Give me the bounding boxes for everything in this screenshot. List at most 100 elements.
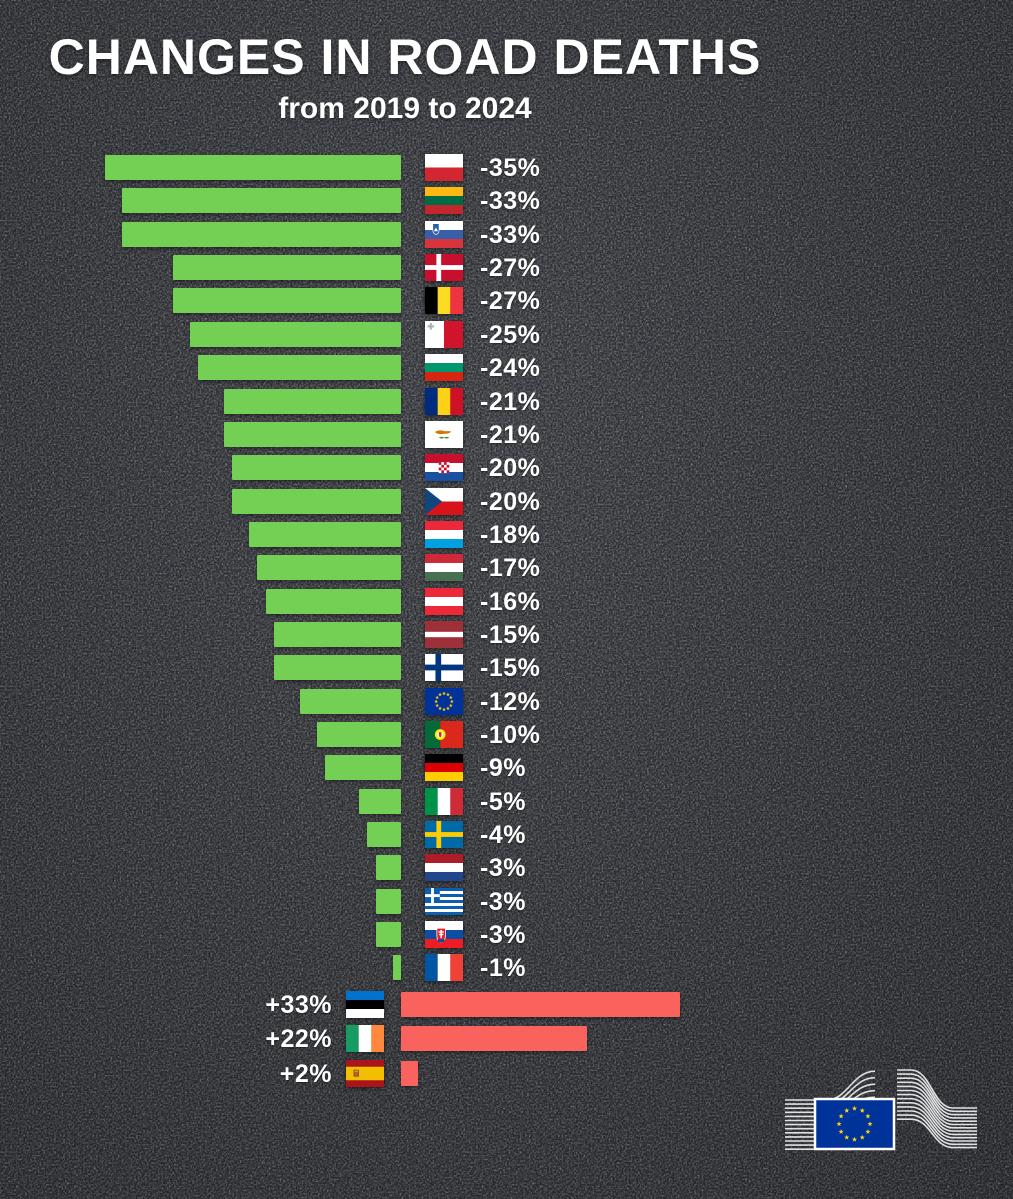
value-label-sk: -3% — [480, 921, 526, 950]
flag-cz-icon — [425, 487, 463, 515]
row-be: -27% — [0, 287, 1013, 316]
bar-gr — [375, 888, 401, 914]
row-bg: -24% — [0, 354, 1013, 382]
value-label-si: -33% — [480, 220, 541, 249]
value-label-nl: -3% — [480, 854, 526, 883]
row-si: -33% — [0, 220, 1013, 249]
bar-at — [265, 588, 401, 614]
flag-pt-icon — [425, 721, 463, 748]
bar-it — [358, 788, 401, 814]
bar-mt — [189, 321, 401, 347]
flag-eu-icon — [425, 687, 463, 715]
flag-lu-icon — [425, 520, 463, 548]
bar-pl — [105, 155, 401, 180]
flag-ie-icon — [346, 1025, 384, 1053]
row-hr: -20% — [0, 454, 1013, 483]
flag-fr-icon — [425, 954, 463, 982]
value-label-ee: +33% — [265, 991, 332, 1019]
row-fr: -1% — [0, 954, 1013, 983]
bar-es — [401, 1060, 418, 1086]
flag-lv-icon — [425, 620, 463, 648]
flag-lt-icon — [425, 187, 463, 215]
flag-at-icon — [425, 587, 463, 615]
flag-si-icon — [425, 220, 463, 248]
row-it: -5% — [0, 787, 1013, 816]
row-sk: -3% — [0, 921, 1013, 950]
value-label-dk: -27% — [480, 254, 541, 283]
chart-header: CHANGES IN ROAD DEATHS from 2019 to 2024 — [0, 28, 810, 126]
value-label-hr: -20% — [480, 454, 541, 483]
flag-pl-icon — [425, 154, 463, 181]
bar-hr — [232, 455, 401, 481]
flag-mt-icon — [425, 320, 463, 348]
bar-ee — [401, 992, 680, 1017]
flag-es-icon — [346, 1059, 384, 1087]
bar-eu — [299, 688, 401, 714]
bar-nl — [375, 855, 401, 881]
flag-nl-icon — [425, 854, 463, 882]
flag-hu-icon — [425, 554, 463, 582]
flag-sk-icon — [425, 921, 463, 949]
bar-bg — [198, 355, 401, 381]
flag-fi-icon — [425, 654, 463, 682]
bar-cy — [223, 421, 401, 447]
flag-ee-icon — [346, 991, 384, 1018]
flag-it-icon — [425, 787, 463, 815]
row-hu: -17% — [0, 554, 1013, 583]
value-label-es: +2% — [279, 1059, 332, 1088]
value-label-it: -5% — [480, 787, 526, 816]
row-dk: -27% — [0, 254, 1013, 283]
bar-pt — [316, 722, 401, 747]
bar-cz — [232, 488, 401, 514]
value-label-mt: -25% — [480, 320, 541, 349]
value-label-lv: -15% — [480, 620, 541, 649]
bar-de — [325, 755, 401, 781]
row-lu: -18% — [0, 520, 1013, 548]
bar-ro — [223, 388, 401, 414]
european-commission-logo — [781, 1064, 989, 1184]
row-pt: -10% — [0, 721, 1013, 749]
flag-bg-icon — [425, 354, 463, 382]
value-label-ie: +22% — [265, 1025, 332, 1054]
value-label-de: -9% — [480, 754, 526, 783]
bar-ie — [401, 1026, 587, 1052]
row-cy: -21% — [0, 420, 1013, 449]
flag-be-icon — [425, 287, 463, 315]
flag-gr-icon — [425, 887, 463, 915]
value-label-hu: -17% — [480, 554, 541, 583]
row-es: +2% — [0, 1059, 1013, 1088]
value-label-be: -27% — [480, 287, 541, 316]
row-pl: -35% — [0, 154, 1013, 181]
row-se: -4% — [0, 821, 1013, 849]
row-ro: -21% — [0, 387, 1013, 415]
bar-lu — [248, 521, 401, 547]
value-label-fr: -1% — [480, 954, 526, 983]
value-label-cy: -21% — [480, 420, 541, 449]
row-ie: +22% — [0, 1025, 1013, 1054]
chart-title: CHANGES IN ROAD DEATHS — [48, 29, 762, 85]
bar-hu — [257, 555, 401, 581]
value-label-at: -16% — [480, 587, 541, 616]
bar-si — [122, 221, 401, 247]
bar-lv — [274, 621, 401, 647]
value-label-pt: -10% — [480, 721, 541, 749]
value-label-lt: -33% — [480, 187, 541, 216]
row-ee: +33% — [0, 991, 1013, 1019]
bar-fi — [274, 655, 401, 681]
bar-lt — [122, 188, 401, 214]
flag-hr-icon — [425, 454, 463, 482]
chart-subtitle: from 2019 to 2024 — [278, 92, 532, 125]
value-label-gr: -3% — [480, 887, 526, 916]
row-nl: -3% — [0, 854, 1013, 883]
row-cz: -20% — [0, 487, 1013, 515]
value-label-eu: -12% — [480, 687, 541, 716]
flag-se-icon — [425, 821, 463, 848]
value-label-se: -4% — [480, 821, 526, 849]
row-lv: -15% — [0, 620, 1013, 649]
row-gr: -3% — [0, 887, 1013, 916]
row-fi: -15% — [0, 654, 1013, 682]
bar-be — [172, 288, 401, 314]
bar-sk — [375, 922, 401, 948]
bar-fr — [392, 955, 401, 981]
